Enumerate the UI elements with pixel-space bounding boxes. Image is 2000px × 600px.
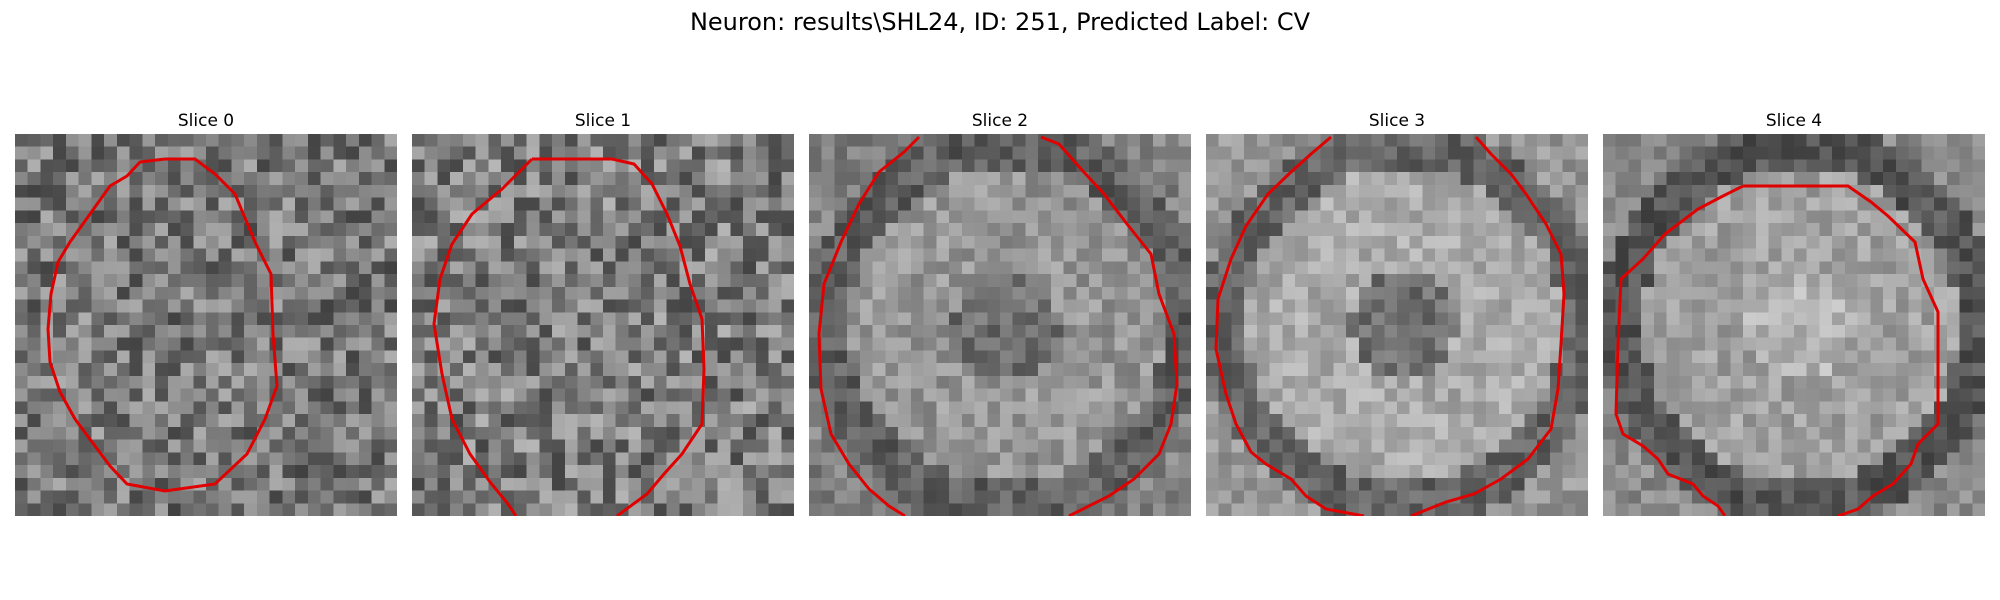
slice-panel-0: Slice 0 — [15, 110, 397, 516]
slice-title: Slice 4 — [1765, 111, 1823, 131]
grayscale-image — [809, 134, 1191, 516]
slice-title: Slice 0 — [177, 111, 235, 131]
grayscale-image — [15, 134, 397, 516]
slice-title: Slice 3 — [1368, 111, 1426, 131]
red-contour — [46, 157, 279, 493]
slice-panel-3: Slice 3 — [1206, 110, 1588, 516]
slice-image — [1603, 134, 1985, 516]
grayscale-image — [412, 134, 794, 516]
slice-image — [15, 134, 397, 516]
slice-image — [809, 134, 1191, 516]
red-contour — [1214, 135, 1566, 516]
slice-title: Slice 1 — [574, 111, 632, 131]
red-contour — [1614, 184, 1940, 516]
red-contour — [817, 135, 1179, 516]
red-contour — [432, 157, 706, 516]
slice-panel-2: Slice 2 — [809, 110, 1191, 516]
slice-panel-1: Slice 1 — [412, 110, 794, 516]
slice-image — [1206, 134, 1588, 516]
grayscale-image — [1603, 134, 1985, 516]
grayscale-image — [1206, 134, 1588, 516]
figure-title: Neuron: results\SHL24, ID: 251, Predicte… — [689, 8, 1311, 36]
slice-panel-4: Slice 4 — [1603, 110, 1985, 516]
slice-image — [412, 134, 794, 516]
slice-title: Slice 2 — [971, 111, 1029, 131]
